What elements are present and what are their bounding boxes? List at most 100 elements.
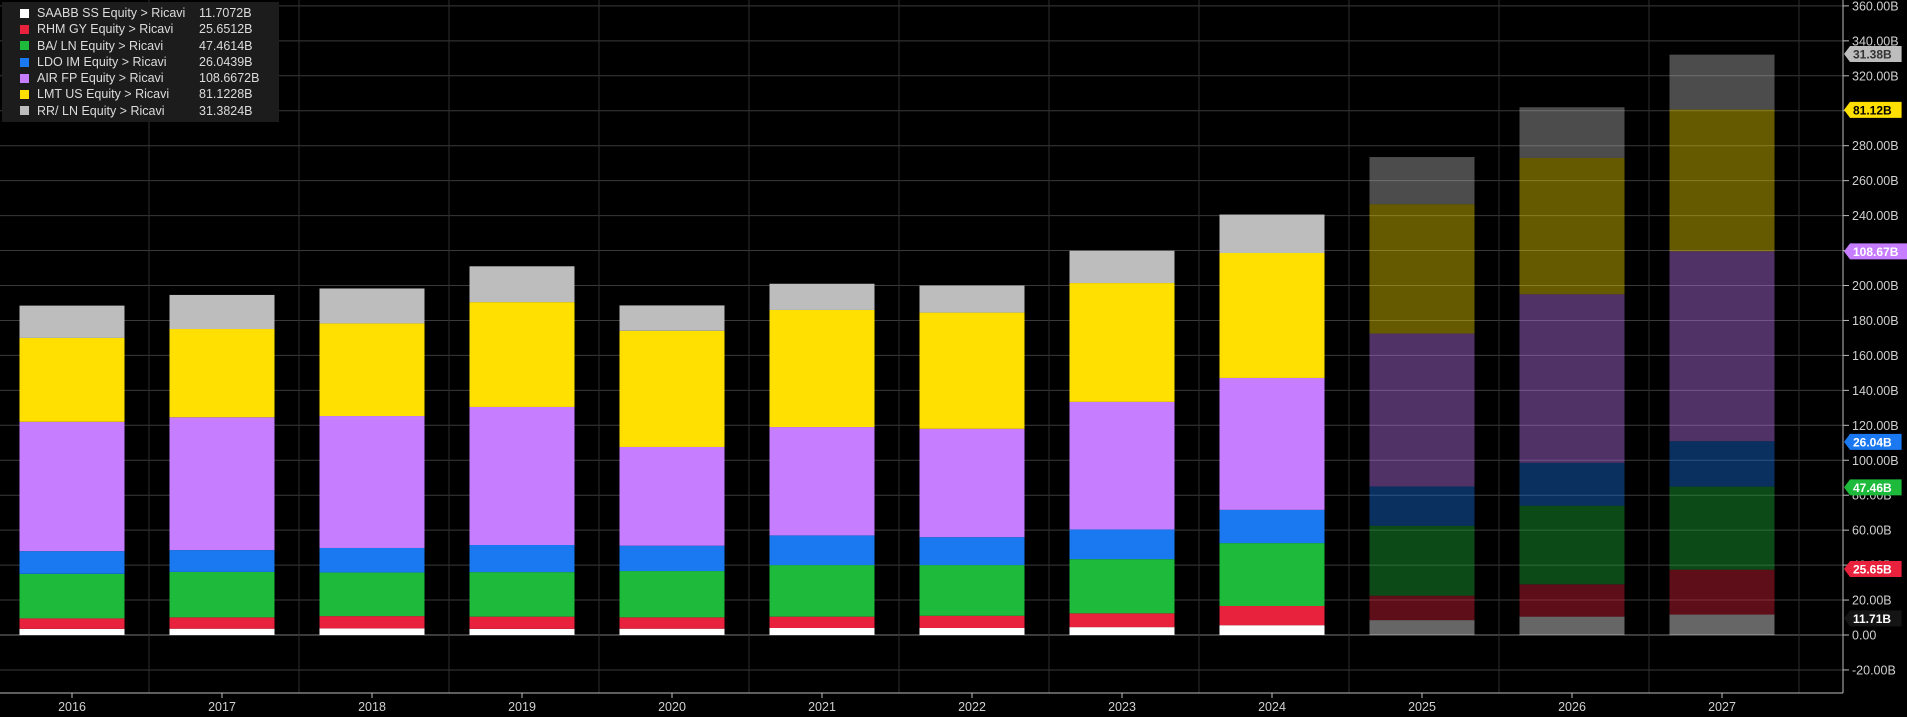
bar-segment [319, 416, 425, 548]
bar-segment [1069, 627, 1175, 635]
legend-value: 31.3824B [199, 103, 253, 118]
value-tag: 31.38B [1844, 45, 1902, 62]
y-tick-label: 140.00B [1852, 384, 1899, 398]
bar-segment [1219, 605, 1325, 626]
bar-segment [1369, 157, 1475, 205]
bar-segment [19, 337, 125, 422]
bar-segment [619, 545, 725, 572]
legend-label: AIR FP Equity > Ricavi [37, 71, 164, 86]
y-tick-label: 160.00B [1852, 349, 1899, 363]
bar-segment [469, 266, 575, 303]
bar-segment [919, 428, 1025, 538]
bar-segment [1519, 616, 1625, 635]
bar-segment [619, 305, 725, 331]
y-tick-label: -20.00B [1852, 663, 1896, 677]
bar-segment [769, 565, 875, 617]
bar-segment [469, 616, 575, 629]
legend-value: 47.4614B [199, 38, 253, 53]
bar-segment [1369, 620, 1475, 635]
bar-segment [1219, 509, 1325, 544]
bar-segment [1069, 613, 1175, 628]
value-tag-label: 108.67B [1853, 245, 1899, 259]
legend-value: 26.0439B [199, 54, 253, 69]
bar-segment [1369, 204, 1475, 334]
bar-segment [1669, 109, 1775, 252]
legend-swatch [20, 24, 29, 34]
value-tag-bg [1844, 433, 1902, 450]
legend: SAABB SS Equity > Ricavi 11.7072B RHM GY… [2, 2, 280, 123]
x-tick-label: 2024 [1258, 700, 1286, 714]
legend-label: BA/ LN Equity > Ricavi [37, 38, 164, 53]
y-tick-label: 120.00B [1852, 419, 1899, 433]
y-tick-label: 20.00B [1852, 594, 1892, 608]
x-tick-label: 2025 [1408, 700, 1436, 714]
value-tag: 47.46B [1844, 479, 1902, 496]
legend-item: AIR FP Equity > Ricavi 108.6672B [20, 70, 259, 86]
x-tick-label: 2019 [508, 700, 536, 714]
legend-item: RR/ LN Equity > Ricavi 31.3824B [20, 103, 259, 119]
y-tick-label: 320.00B [1852, 69, 1899, 83]
bar-segment [1369, 595, 1475, 621]
bar-segment [769, 628, 875, 635]
legend-item: SAABB SS Equity > Ricavi 11.7072B [20, 5, 259, 21]
bar-segment [19, 305, 125, 338]
y-tick-label: 180.00B [1852, 314, 1899, 328]
legend-value: 11.7072B [199, 6, 252, 20]
bar-segment [1069, 283, 1175, 402]
bar-segment [1219, 625, 1325, 635]
y-tick-label: 340.00B [1852, 34, 1899, 48]
bar-segment [169, 628, 275, 635]
value-tag-label: 11.71B [1853, 612, 1891, 626]
legend-item: LDO IM Equity > Ricavi 26.0439B [20, 54, 259, 70]
bar-segment [1369, 525, 1475, 596]
legend-swatch [20, 57, 29, 67]
bar-segment [1369, 486, 1475, 526]
bar-segment [469, 628, 575, 635]
x-tick-label: 2023 [1108, 700, 1136, 714]
legend-label: SAABB SS Equity > Ricavi [37, 6, 186, 20]
value-tag-bg [1844, 45, 1902, 62]
bar-segment [1519, 462, 1625, 506]
value-tag-label: 47.46B [1853, 481, 1892, 495]
bar-segment [319, 288, 425, 324]
bar-segment [1669, 486, 1775, 570]
legend-value: 25.6512B [199, 22, 253, 37]
bar-segment [619, 330, 725, 447]
x-tick-label: 2026 [1558, 700, 1586, 714]
value-tag-label: 25.65B [1853, 562, 1892, 576]
value-tag: 25.65B [1844, 560, 1902, 577]
bar-segment [1669, 614, 1775, 635]
bar-segment [1669, 441, 1775, 487]
value-tag-bg [1844, 243, 1907, 260]
bar-segment [919, 537, 1025, 566]
value-tag: 26.04B [1844, 433, 1902, 450]
x-tick-label: 2017 [208, 700, 236, 714]
bar-segment [19, 573, 125, 619]
bar-segment [319, 323, 425, 417]
bar-segment [319, 572, 425, 617]
legend-swatch [20, 73, 29, 83]
bar-segment [619, 617, 725, 629]
legend-swatch [20, 90, 29, 100]
value-tag: 11.71B [1844, 610, 1902, 627]
bar-segment [619, 446, 725, 546]
bar-segment [619, 571, 725, 618]
legend-swatch [20, 8, 29, 18]
x-tick-label: 2021 [808, 700, 836, 714]
value-tag-bg [1844, 610, 1902, 627]
bar-segment [169, 550, 275, 572]
value-tag-bg [1844, 560, 1902, 577]
bar-segment [1219, 214, 1325, 253]
bar-segment [319, 547, 425, 573]
legend-value: 81.1228B [199, 87, 253, 102]
bar-segment [619, 628, 725, 635]
value-tag-bg [1844, 479, 1902, 496]
legend-item: LMT US Equity > Ricavi 81.1228B [20, 86, 259, 102]
y-tick-label: 280.00B [1852, 139, 1899, 153]
y-tick-label: 240.00B [1852, 209, 1899, 223]
bar-segment [319, 628, 425, 635]
value-tag-label: 81.12B [1853, 103, 1892, 117]
legend-label: LMT US Equity > Ricavi [37, 87, 170, 102]
value-tag-label: 31.38B [1853, 47, 1892, 61]
